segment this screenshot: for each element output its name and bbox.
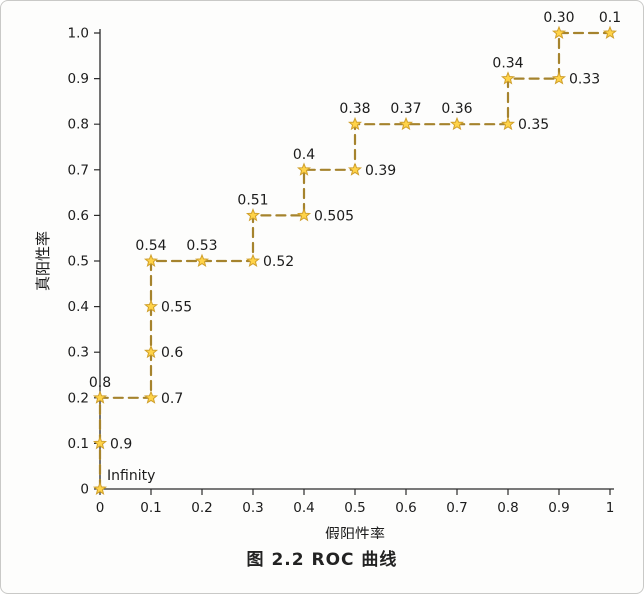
point-threshold-label: 0.9: [110, 436, 132, 452]
point-threshold-label: 0.30: [543, 10, 574, 26]
data-point-marker: [143, 390, 159, 404]
data-point-marker: [296, 162, 312, 176]
data-point-marker: [245, 208, 261, 222]
y-tick-label: 0.5: [68, 254, 89, 270]
x-tick-label: 0.3: [242, 500, 263, 516]
y-tick-label: 0.1: [68, 436, 89, 452]
x-tick-label: 0.6: [395, 500, 416, 516]
data-point-marker: [551, 25, 567, 39]
point-threshold-label: Infinity: [107, 468, 155, 484]
x-axis-title: 假阳性率: [325, 525, 385, 539]
point-threshold-label: 0.37: [390, 101, 421, 117]
data-point-marker: [143, 344, 159, 359]
y-tick-label: 1.0: [68, 26, 89, 42]
x-tick-label: 0.4: [293, 500, 314, 516]
data-point-marker: [143, 299, 159, 313]
data-point-marker: [602, 25, 618, 39]
x-tick-label: 0.2: [191, 500, 212, 516]
x-tick-label: 0.9: [548, 500, 569, 516]
point-threshold-label: 0.38: [339, 101, 370, 117]
y-tick-label: 0.4: [68, 299, 89, 315]
x-tick-label: 0.7: [446, 500, 467, 516]
data-point-marker: [245, 253, 261, 267]
x-tick-label: 0.5: [344, 500, 365, 516]
point-threshold-label: 0.54: [135, 238, 166, 254]
data-point-marker: [449, 116, 465, 131]
y-axis-title: 真阳性率: [34, 231, 52, 291]
data-point-marker: [92, 390, 108, 404]
point-threshold-label: 0.35: [518, 117, 549, 133]
data-point-marker: [296, 208, 312, 222]
data-point-marker: [194, 253, 210, 267]
point-threshold-label: 0.52: [263, 254, 294, 270]
data-point-marker: [551, 71, 567, 85]
x-tick-label: 1: [606, 500, 615, 516]
point-threshold-label: 0.6: [161, 345, 183, 361]
point-threshold-label: 0.39: [365, 163, 396, 179]
y-tick-label: 0.3: [68, 345, 89, 361]
y-tick-label: 0.8: [68, 117, 89, 133]
y-tick-label: 0.2: [68, 390, 89, 406]
x-tick-label: 0: [96, 500, 105, 516]
point-threshold-label: 0.8: [89, 375, 111, 391]
point-threshold-label: 0.53: [186, 238, 217, 254]
point-threshold-label: 0.7: [161, 391, 183, 407]
data-point-marker: [347, 116, 363, 131]
y-tick-label: 0.6: [68, 208, 89, 224]
point-threshold-label: 0.1: [599, 10, 621, 26]
roc-chart-container: 0 0.1 0.2 0.3 0.4 0.5 0.6 0.7 0.8 0.9 1 0 0.1 0.2 0.3 0…: [8, 7, 636, 543]
point-threshold-label: 0.51: [237, 192, 268, 208]
point-threshold-label: 0.34: [492, 56, 523, 72]
y-tick-label: 0: [80, 482, 89, 498]
data-point-marker: [143, 253, 159, 267]
point-threshold-label: 0.4: [293, 147, 315, 163]
point-threshold-label: 0.36: [441, 101, 472, 117]
roc-curve-line: [98, 31, 612, 491]
point-threshold-label: 0.55: [161, 300, 192, 316]
data-point-marker: [92, 481, 108, 495]
y-tick-label: 0.9: [68, 71, 89, 87]
data-point-marker: [398, 116, 414, 131]
data-point-marker: [500, 71, 516, 85]
y-tick-label: 0.7: [68, 162, 89, 178]
figure-caption: 图 2.2 ROC 曲线: [246, 550, 398, 570]
data-point-marker: [500, 116, 516, 131]
x-tick-label: 0.1: [140, 500, 161, 516]
point-threshold-label: 0.505: [314, 208, 354, 224]
roc-chart: 0 0.1 0.2 0.3 0.4 0.5 0.6 0.7 0.8 0.9 100.10.20.30…: [34, 10, 621, 543]
data-point-marker: [347, 162, 363, 176]
data-point-marker: [92, 436, 108, 450]
point-threshold-label: 0.33: [569, 72, 600, 88]
x-tick-label: 0.8: [497, 500, 518, 516]
